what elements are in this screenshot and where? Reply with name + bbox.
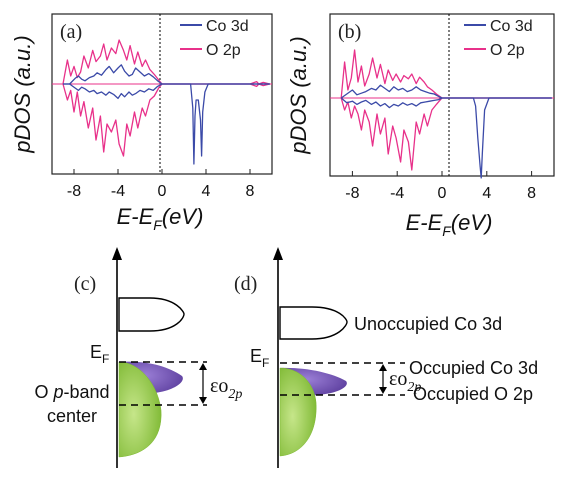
series-line-o-2p-down-b xyxy=(340,97,552,171)
panel-c: (c) εo2p EF O p-band center xyxy=(34,247,242,468)
series-group-b xyxy=(340,49,552,179)
legend-label-co3d-a: Co 3d xyxy=(206,18,249,35)
x-tick-label-a-2: 0 xyxy=(158,183,167,200)
band-center-italic-c: p xyxy=(52,382,63,402)
gap-arrowhead-top-d xyxy=(379,364,387,371)
x-tick-label-b-0: -8 xyxy=(345,185,359,202)
panel-d: (d) εo2p EF Unoccupied Co 3d Occupied Co… xyxy=(234,247,538,468)
panel-label-a: (a) xyxy=(60,21,82,43)
gap-label-sub-d: 2p xyxy=(407,380,421,395)
gap-arrowhead-bottom-d xyxy=(379,387,387,394)
panel-label-b: (b) xyxy=(338,21,361,43)
series-line-o-2p-down-a xyxy=(62,83,270,157)
fermi-label-main-d: E xyxy=(250,346,262,366)
x-axis-label-unit-b: (eV) xyxy=(451,210,493,235)
x-axis-a: -8 -4 0 4 8 xyxy=(67,169,255,200)
fermi-label-sub-c: F xyxy=(102,352,109,366)
legend-label-o2p-a: O 2p xyxy=(206,42,241,59)
x-tick-label-b-4: 8 xyxy=(527,185,536,202)
o2p-band-c xyxy=(118,361,162,458)
legend-label-co3d-b: Co 3d xyxy=(490,18,533,35)
series-line-co-3d-up-b xyxy=(340,84,552,99)
x-axis-b: -8 -4 0 4 8 xyxy=(345,171,536,202)
series-line-co-3d-up-a xyxy=(63,64,270,85)
gap-label-main-c: εo xyxy=(210,375,228,397)
fermi-label-sub-d: F xyxy=(262,356,269,370)
band-center-label-line2-c: center xyxy=(47,406,97,426)
x-axis-label-sub-a: F xyxy=(153,217,163,233)
gap-label-c: εo2p xyxy=(210,375,242,402)
x-axis-label-b: E-EF(eV) xyxy=(406,210,493,239)
band-center-label-line1-c: O p-band xyxy=(34,382,109,402)
y-axis-label-b: pDOS (a.u.) xyxy=(286,36,311,154)
gap-label-d: εo2p xyxy=(389,368,421,395)
unoccupied-co3d-band-c xyxy=(118,297,185,332)
occupied-o2p-label-d: Occupied O 2p xyxy=(413,384,533,404)
fermi-label-c: EF xyxy=(90,342,109,366)
legend-label-o2p-b: O 2p xyxy=(490,42,525,59)
unoccupied-co3d-band-d xyxy=(279,306,348,340)
series-line-co-3d-down-b xyxy=(340,97,552,179)
fermi-label-main-c: E xyxy=(90,342,102,362)
x-axis-label-unit-a: (eV) xyxy=(162,204,204,229)
gap-arrowhead-top-c xyxy=(199,363,207,370)
occupied-co3d-label-d: Occupied Co 3d xyxy=(409,358,538,378)
gap-label-main-d: εo xyxy=(389,368,407,390)
x-axis-label-sub-b: F xyxy=(442,223,452,239)
energy-axis-arrow-d xyxy=(273,247,283,260)
fermi-label-d: EF xyxy=(250,346,269,370)
y-axis-label-a: pDOS (a.u.) xyxy=(10,35,35,153)
energy-axis-arrow-c xyxy=(112,247,122,260)
band-center-prefix-c: O xyxy=(34,382,53,402)
series-line-co-3d-down-a xyxy=(63,83,270,165)
panel-label-c: (c) xyxy=(74,273,96,295)
gap-arrowhead-bottom-c xyxy=(199,397,207,404)
x-tick-label-a-3: 4 xyxy=(202,183,211,200)
x-tick-label-a-4: 8 xyxy=(246,183,255,200)
band-center-suffix-c: -band xyxy=(63,382,109,402)
gap-label-sub-c: 2p xyxy=(228,387,242,402)
plot-frame-b xyxy=(329,13,555,177)
x-tick-label-a-0: -8 xyxy=(67,183,81,200)
legend-b: Co 3d O 2p xyxy=(464,18,533,59)
panel-a: -8 -4 0 4 8 (a) Co 3d O 2p pDOS (a.u.) E-EF(… xyxy=(10,13,273,233)
series-group-a xyxy=(62,39,270,165)
plot-frame-a xyxy=(51,13,273,175)
x-tick-label-b-1: -4 xyxy=(390,185,404,202)
x-tick-label-b-3: 4 xyxy=(482,185,491,202)
legend-a: Co 3d O 2p xyxy=(180,18,249,59)
o2p-band-d xyxy=(279,367,317,457)
unoccupied-co3d-label-d: Unoccupied Co 3d xyxy=(354,314,502,334)
x-axis-label-a: E-EF(eV) xyxy=(117,204,204,233)
panel-b: -8 -4 0 4 8 (b) Co 3d O 2p pDOS (a.u.) E-EF(… xyxy=(286,13,555,239)
x-tick-label-b-2: 0 xyxy=(438,185,447,202)
x-axis-label-main-a: E-E xyxy=(117,204,154,229)
x-axis-label-main-b: E-E xyxy=(406,210,443,235)
x-tick-label-a-1: -4 xyxy=(111,183,125,200)
panel-label-d: (d) xyxy=(234,273,257,295)
